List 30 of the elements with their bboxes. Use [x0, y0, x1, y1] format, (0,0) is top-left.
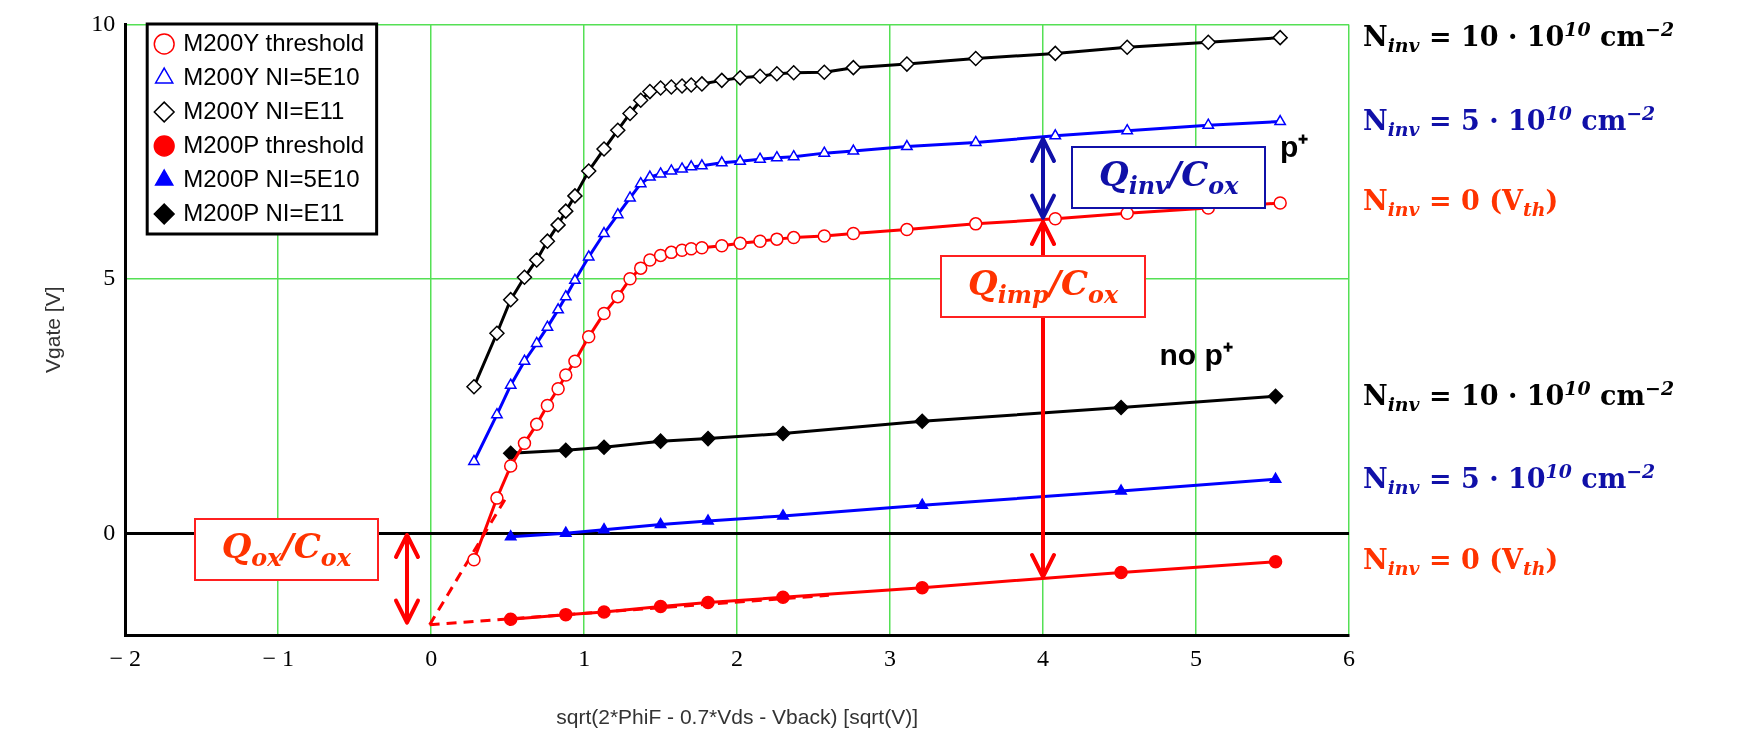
text: N$_{inv}$ = 10 · 10$^{10}$ cm$^{−2}$ [1363, 18, 1675, 57]
legend-label: M200P threshold [183, 130, 365, 158]
x-tick-label: 1 [578, 644, 591, 671]
legend-label: M200Y threshold [183, 28, 365, 56]
y-tick-label: 0 [103, 518, 116, 545]
annotation: Q$_{ox}$/C$_{ox}$ [193, 518, 379, 581]
annotation: Q$_{imp}$/C$_{ox}$ [940, 255, 1147, 319]
legend-label: M200P NI=5E10 [183, 164, 360, 192]
text: N$_{inv}$ = 10 · 10$^{10}$ cm$^{−2}$ [1363, 376, 1675, 416]
x-tick-label: 2 [731, 644, 744, 671]
text: N$_{inv}$ = 5 · 10$^{10}$ cm$^{−2}$ [1363, 102, 1656, 141]
text: N$_{inv}$ = 0 (V$_{th}$) [1363, 543, 1559, 580]
x-axis-title: sqrt(2*PhiF - 0.7*Vds - Vback) [sqrt(V)] [556, 705, 918, 729]
annotation: no p⁺ [1159, 337, 1233, 371]
x-tick-label: − 2 [109, 644, 141, 671]
annotation: p⁺ [1279, 130, 1309, 164]
y-tick-label: 5 [103, 264, 116, 291]
x-tick-label: 3 [884, 644, 897, 671]
y-tick-label: 10 [91, 9, 116, 36]
legend-label: M200Y NI=E11 [183, 96, 345, 124]
x-tick-label: − 1 [262, 644, 294, 671]
x-tick-label: 0 [425, 644, 438, 671]
x-tick-label: 4 [1037, 644, 1050, 671]
x-tick-label: 5 [1190, 644, 1203, 671]
text: N$_{inv}$ = 5 · 10$^{10}$ cm$^{−2}$ [1363, 459, 1656, 499]
x-tick-label: 6 [1343, 644, 1355, 671]
legend-label: M200Y NI=5E10 [183, 62, 360, 90]
text: N$_{inv}$ = 0 (V$_{th}$) [1363, 185, 1559, 221]
y-axis-title: Vgate [V] [41, 286, 65, 373]
legend-label: M200P NI=E11 [183, 198, 345, 226]
